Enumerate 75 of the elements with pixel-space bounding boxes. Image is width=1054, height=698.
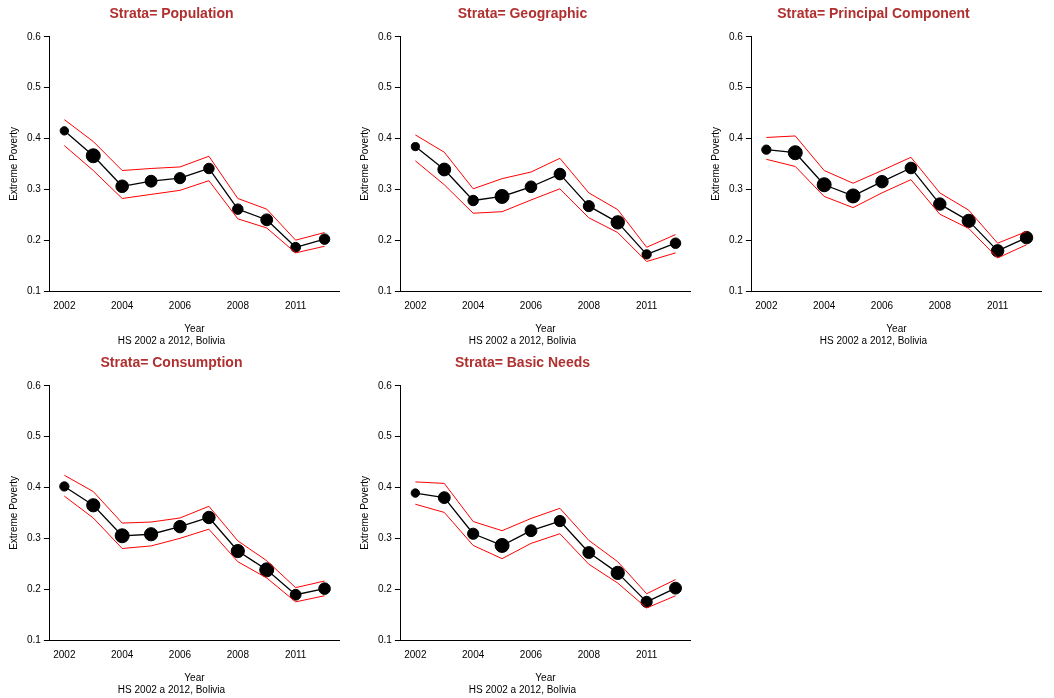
- x-tick-label: 2002: [53, 648, 76, 660]
- y-tick-label: 0.1: [27, 284, 42, 296]
- y-tick-label: 0.6: [378, 30, 393, 42]
- chart-title: Strata= Population: [109, 5, 234, 22]
- x-tick-label: 2008: [226, 299, 250, 311]
- x-axis-title: Year: [535, 322, 557, 334]
- x-tick-label: 2011: [635, 648, 658, 660]
- x-tick-label: 2011: [635, 299, 658, 311]
- x-tick-label: 2011: [986, 299, 1009, 311]
- y-tick-label: 0.6: [729, 30, 744, 42]
- y-axis-title: Extreme Poverty: [358, 475, 370, 550]
- x-axis-title: Year: [886, 322, 908, 334]
- chart-title: Strata= Consumption: [100, 354, 243, 371]
- y-tick-label: 0.3: [378, 532, 393, 544]
- x-tick-label: 2004: [462, 648, 485, 660]
- chart-title: Strata= Basic Needs: [454, 354, 591, 371]
- y-tick-label: 0.2: [378, 233, 393, 245]
- y-tick-label: 0.6: [378, 379, 393, 391]
- x-tick-label: 2002: [404, 648, 427, 660]
- x-axis-title: Year: [184, 671, 206, 683]
- y-tick-label: 0.5: [378, 81, 393, 93]
- x-tick-label: 2002: [53, 299, 76, 311]
- y-tick-label: 0.2: [729, 233, 744, 245]
- x-tick-label: 2008: [226, 648, 250, 660]
- x-tick-label: 2008: [577, 648, 601, 660]
- y-tick-label: 0.6: [27, 30, 42, 42]
- y-tick-label: 0.5: [729, 81, 744, 93]
- y-tick-label: 0.2: [378, 582, 393, 594]
- x-tick-label: 2006: [168, 648, 192, 660]
- x-tick-label: 2004: [111, 648, 134, 660]
- y-axis-title: Extreme Poverty: [358, 126, 370, 201]
- x-tick-label: 2002: [755, 299, 778, 311]
- y-tick-label: 0.1: [378, 284, 393, 296]
- y-tick-label: 0.3: [27, 532, 42, 544]
- x-tick-label: 2008: [577, 299, 601, 311]
- y-tick-label: 0.3: [27, 183, 42, 195]
- y-axis-title: Extreme Poverty: [7, 475, 19, 550]
- chart-title: Strata= Principal Component: [777, 5, 971, 22]
- x-tick-label: 2011: [284, 648, 307, 660]
- text: HS 2002 a 2012, Bolivia: [819, 334, 928, 346]
- y-axis-title: Extreme Poverty: [709, 126, 721, 201]
- y-tick-label: 0.5: [27, 81, 42, 93]
- x-tick-label: 2011: [284, 299, 307, 311]
- y-tick-label: 0.4: [378, 481, 393, 493]
- y-tick-label: 0.4: [27, 481, 42, 493]
- text: HS 2002 a 2012, Bolivia: [468, 334, 577, 346]
- text: HS 2002 a 2012, Bolivia: [468, 683, 577, 695]
- y-tick-label: 0.5: [378, 430, 393, 442]
- text: HS 2002 a 2012, Bolivia: [117, 683, 226, 695]
- y-tick-label: 0.3: [378, 183, 393, 195]
- x-tick-label: 2006: [168, 299, 192, 311]
- y-tick-label: 0.1: [729, 284, 744, 296]
- x-tick-label: 2004: [111, 299, 134, 311]
- y-tick-label: 0.5: [27, 430, 42, 442]
- y-tick-label: 0.2: [27, 582, 42, 594]
- x-tick-label: 2002: [404, 299, 427, 311]
- x-tick-label: 2004: [462, 299, 485, 311]
- y-tick-label: 0.4: [378, 132, 393, 144]
- x-tick-label: 2006: [519, 648, 543, 660]
- y-tick-label: 0.3: [729, 183, 744, 195]
- y-tick-label: 0.1: [378, 633, 393, 645]
- y-tick-label: 0.4: [729, 132, 744, 144]
- x-tick-label: 2006: [870, 299, 894, 311]
- y-tick-label: 0.4: [27, 132, 42, 144]
- x-axis-title: Year: [535, 671, 557, 683]
- text: HS 2002 a 2012, Bolivia: [117, 334, 226, 346]
- y-tick-label: 0.1: [27, 633, 42, 645]
- x-axis-title: Year: [184, 322, 206, 334]
- x-tick-label: 2004: [813, 299, 836, 311]
- chart-title: Strata= Geographic: [457, 5, 588, 22]
- y-axis-title: Extreme Poverty: [7, 126, 19, 201]
- x-tick-label: 2008: [928, 299, 952, 311]
- y-tick-label: 0.6: [27, 379, 42, 391]
- x-tick-label: 2006: [519, 299, 543, 311]
- y-tick-label: 0.2: [27, 233, 42, 245]
